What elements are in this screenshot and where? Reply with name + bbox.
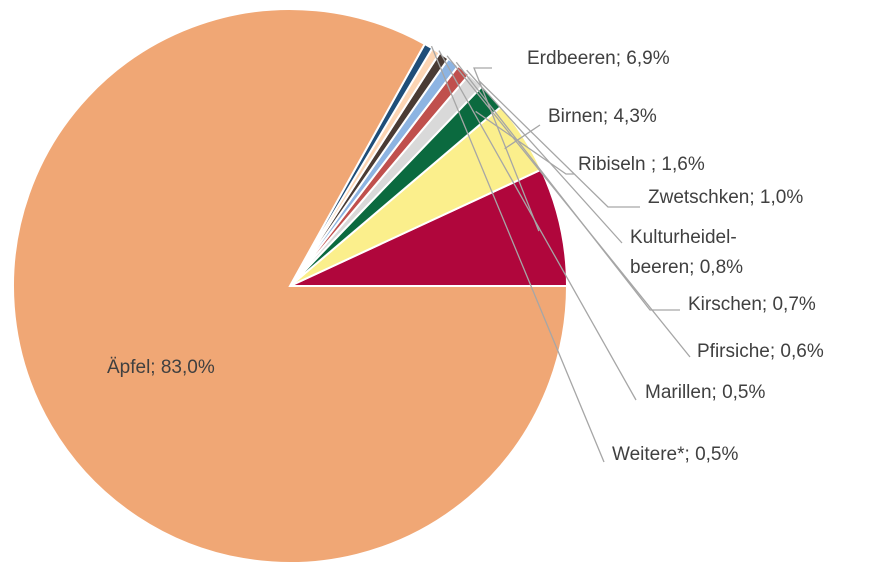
slice-label: Birnen; 4,3% [548,106,657,127]
slice-label: Kirschen; 0,7% [688,294,816,315]
leader-line [430,45,605,463]
pie-slices [12,8,569,563]
leader-line [438,50,637,401]
leader-line [473,67,540,232]
leader-line [466,69,623,244]
leader-line [455,61,680,311]
slice-label: Ribiseln ; 1,6% [578,154,705,175]
slice-label: Marillen; 0,5% [645,382,765,403]
slice-label: Zwetschken; 1,0% [648,187,803,208]
leader-line [504,124,541,150]
slice-labels: Erdbeeren; 6,9% Birnen; 4,3% Ribiseln ; 1,… [107,48,824,465]
slice-label: Pfirsiche; 0,6% [697,341,824,362]
leader-line [475,110,574,175]
pie-slice [12,8,569,563]
slice-label: Weitere*; 0,5% [612,444,738,465]
leader-line [446,55,691,358]
slice-label: Erdbeeren; 6,9% [527,48,670,69]
leader-line [478,79,640,208]
slice-label: Äpfel; 83,0% [107,357,215,378]
slice-label: Kulturheidel-beeren; 0,8% [630,227,743,278]
leader-lines [430,45,691,463]
